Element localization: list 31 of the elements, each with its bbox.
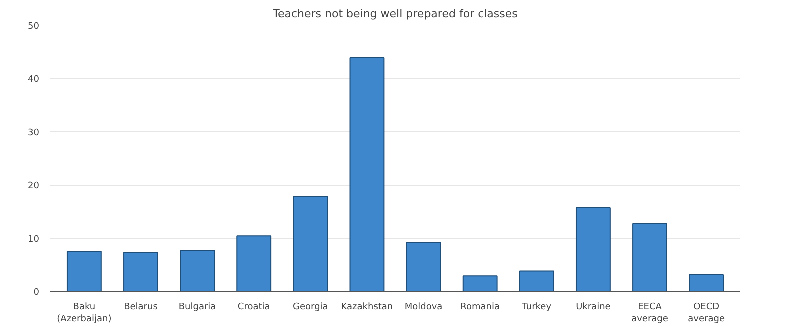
bar — [632, 223, 668, 292]
x-tick-label: Croatia — [238, 302, 270, 312]
chart-title: Teachers not being well prepared for classes — [272, 8, 518, 20]
y-tick-label: 50 — [28, 22, 40, 32]
x-tick-label: Moldova — [404, 302, 443, 312]
y-tick-label: 0 — [34, 288, 40, 298]
bar — [180, 250, 216, 292]
x-tick-label: Belarus — [124, 302, 158, 312]
x-tick-label: Georgia — [293, 302, 328, 312]
x-tick-label: Kazakhstan — [341, 302, 394, 312]
x-tick-label: Turkey — [521, 302, 552, 312]
y-tick-label: 20 — [28, 182, 40, 192]
x-tick-label: Ukraine — [576, 302, 612, 312]
x-tick-label: Romania — [460, 302, 500, 312]
bar — [124, 252, 158, 292]
bar — [66, 251, 102, 292]
y-tick-label: 30 — [28, 128, 40, 138]
y-tick-label: 10 — [28, 234, 40, 245]
bar — [293, 196, 328, 292]
bar — [462, 276, 498, 292]
x-tick-label: EECA average — [632, 302, 669, 324]
x-tick-label: Bulgaria — [178, 302, 216, 312]
y-tick-label: 40 — [28, 75, 40, 86]
x-tick-label: OECD average — [688, 302, 726, 324]
bar — [576, 207, 611, 292]
bar — [689, 274, 724, 292]
x-tick-label: Baku (Azerbaijan) — [57, 302, 112, 324]
bar — [236, 236, 272, 292]
bar — [519, 270, 554, 292]
bar — [350, 57, 385, 292]
bar — [406, 242, 442, 292]
